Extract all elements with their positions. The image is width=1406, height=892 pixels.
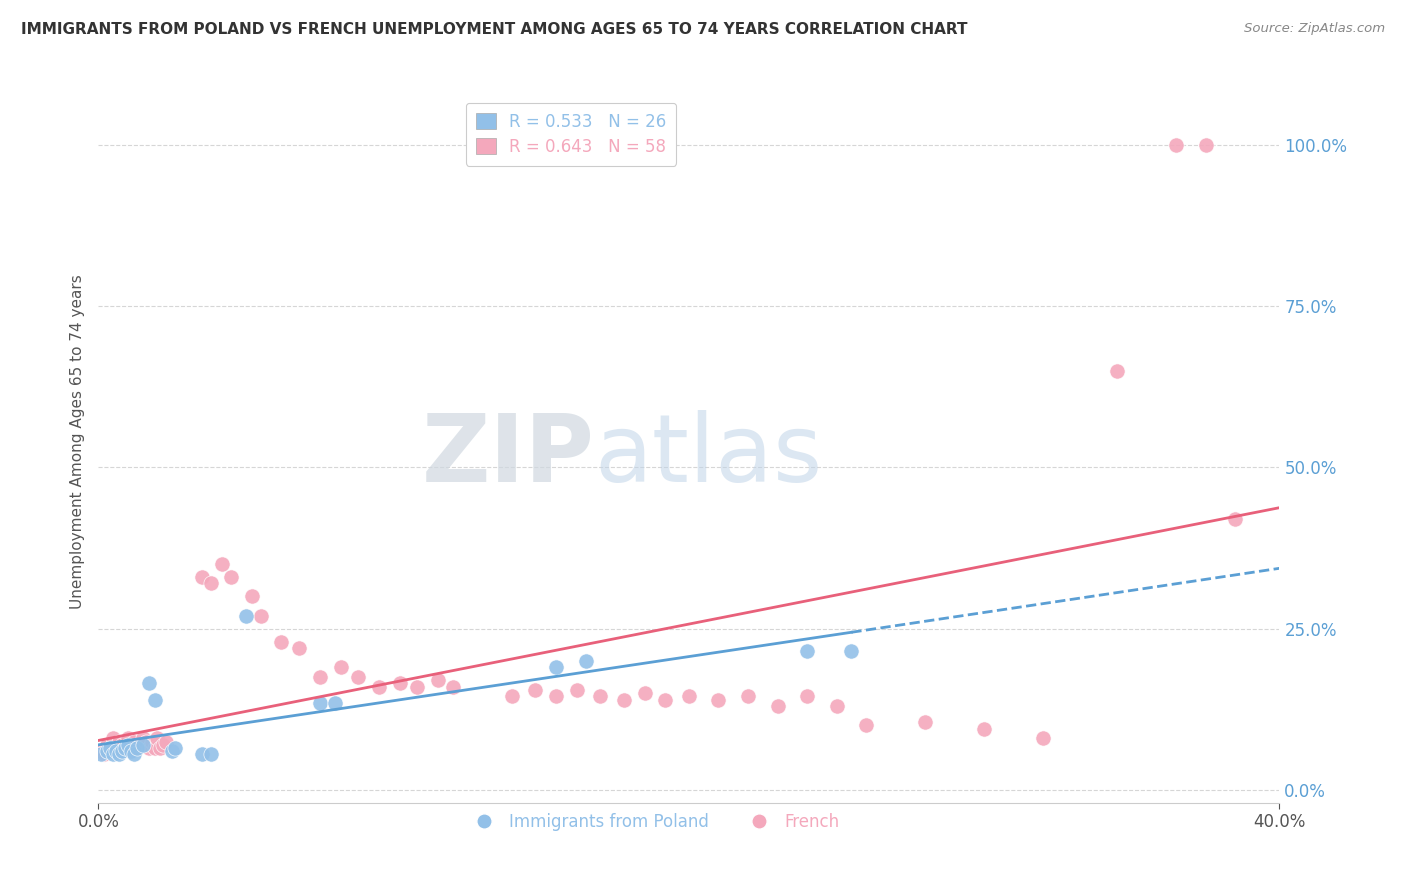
Point	[796, 644, 818, 658]
Point	[240, 590, 263, 604]
Point	[128, 738, 150, 752]
Point	[406, 680, 429, 694]
Point	[103, 747, 125, 762]
Point	[309, 696, 332, 710]
Text: IMMIGRANTS FROM POLAND VS FRENCH UNEMPLOYMENT AMONG AGES 65 TO 74 YEARS CORRELAT: IMMIGRANTS FROM POLAND VS FRENCH UNEMPLO…	[21, 22, 967, 37]
Point	[120, 744, 142, 758]
Point	[93, 747, 115, 762]
Point	[90, 744, 112, 758]
Point	[132, 738, 155, 752]
Point	[98, 741, 121, 756]
Point	[117, 731, 139, 746]
Point	[914, 715, 936, 730]
Point	[501, 690, 523, 704]
Point	[589, 690, 612, 704]
Point	[634, 686, 657, 700]
Text: atlas: atlas	[595, 410, 823, 502]
Point	[103, 731, 125, 746]
Point	[90, 747, 112, 762]
Point	[427, 673, 450, 688]
Point	[108, 734, 131, 748]
Point	[114, 741, 136, 756]
Point	[221, 570, 243, 584]
Point	[1225, 512, 1247, 526]
Point	[796, 690, 818, 704]
Point	[138, 741, 160, 756]
Point	[105, 741, 128, 756]
Point	[191, 570, 214, 584]
Point	[135, 734, 157, 748]
Point	[613, 692, 636, 706]
Point	[329, 660, 352, 674]
Point	[368, 680, 391, 694]
Point	[1166, 137, 1188, 152]
Point	[546, 660, 568, 674]
Point	[200, 747, 222, 762]
Point	[654, 692, 676, 706]
Point	[855, 718, 877, 732]
Point	[546, 690, 568, 704]
Point	[146, 731, 169, 746]
Point	[162, 744, 183, 758]
Point	[114, 741, 136, 756]
Point	[96, 738, 118, 752]
Point	[149, 741, 172, 756]
Point	[1195, 137, 1218, 152]
Text: Source: ZipAtlas.com: Source: ZipAtlas.com	[1244, 22, 1385, 36]
Point	[105, 744, 128, 758]
Point	[347, 670, 370, 684]
Point	[141, 734, 163, 748]
Point	[270, 634, 292, 648]
Point	[111, 744, 134, 758]
Point	[138, 676, 160, 690]
Legend: Immigrants from Poland, French: Immigrants from Poland, French	[461, 806, 846, 838]
Point	[323, 696, 346, 710]
Point	[191, 747, 214, 762]
Point	[152, 738, 174, 752]
Point	[125, 741, 148, 756]
Point	[575, 654, 598, 668]
Point	[841, 644, 863, 658]
Point	[825, 699, 848, 714]
Point	[111, 738, 134, 752]
Point	[973, 722, 995, 736]
Point	[388, 676, 411, 690]
Point	[120, 738, 142, 752]
Point	[96, 744, 118, 758]
Point	[737, 690, 759, 704]
Point	[1107, 363, 1129, 377]
Point	[288, 640, 311, 655]
Point	[117, 738, 139, 752]
Text: ZIP: ZIP	[422, 410, 595, 502]
Point	[200, 576, 222, 591]
Point	[211, 557, 233, 571]
Y-axis label: Unemployment Among Ages 65 to 74 years: Unemployment Among Ages 65 to 74 years	[69, 274, 84, 609]
Point	[132, 731, 155, 746]
Point	[235, 608, 257, 623]
Point	[165, 741, 187, 756]
Point	[678, 690, 700, 704]
Point	[1032, 731, 1054, 746]
Point	[125, 741, 148, 756]
Point	[766, 699, 789, 714]
Point	[122, 734, 145, 748]
Point	[143, 692, 166, 706]
Point	[250, 608, 273, 623]
Point	[441, 680, 464, 694]
Point	[155, 734, 177, 748]
Point	[122, 747, 145, 762]
Point	[565, 682, 588, 697]
Point	[143, 741, 166, 756]
Point	[524, 682, 547, 697]
Point	[707, 692, 730, 706]
Point	[309, 670, 332, 684]
Point	[98, 741, 121, 756]
Point	[108, 747, 131, 762]
